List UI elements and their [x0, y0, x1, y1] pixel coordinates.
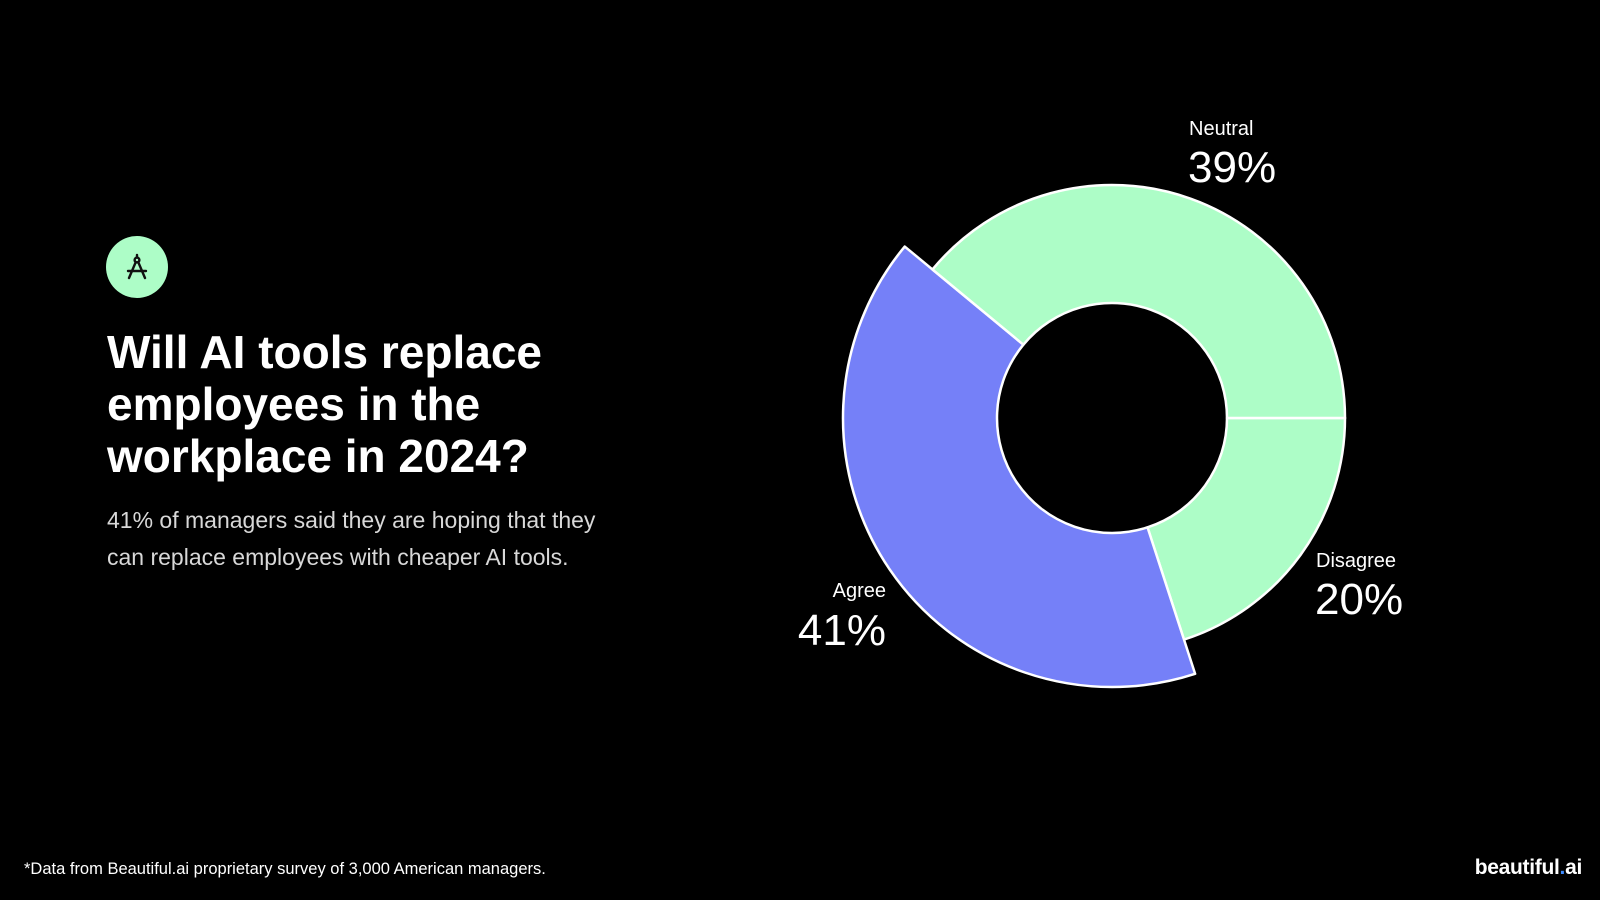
- logo-dot: .: [1559, 856, 1566, 879]
- footnote: *Data from Beautiful.ai proprietary surv…: [24, 860, 546, 878]
- label-neutral: Neutral: [1189, 118, 1254, 140]
- page-title: Will AI tools replace employees in the w…: [107, 326, 542, 482]
- logo-suffix: ai: [1565, 856, 1582, 879]
- slice-neutral: [931, 183, 1347, 420]
- value-agree: 41%: [797, 606, 886, 655]
- beautiful-ai-logo: beautiful.ai: [1474, 856, 1583, 880]
- compass-badge: [106, 236, 168, 298]
- slice-disagree: [1146, 416, 1347, 641]
- value-neutral: 39%: [1188, 143, 1277, 192]
- slice-agree: [841, 245, 1197, 689]
- logo-text: beautiful: [1474, 856, 1560, 879]
- label-disagree: Disagree: [1316, 550, 1397, 572]
- label-agree: Agree: [832, 580, 886, 602]
- page-subtitle: 41% of managers said they are hoping tha…: [107, 507, 596, 570]
- compass-drafting-icon: [126, 253, 148, 280]
- value-disagree: 20%: [1315, 575, 1404, 624]
